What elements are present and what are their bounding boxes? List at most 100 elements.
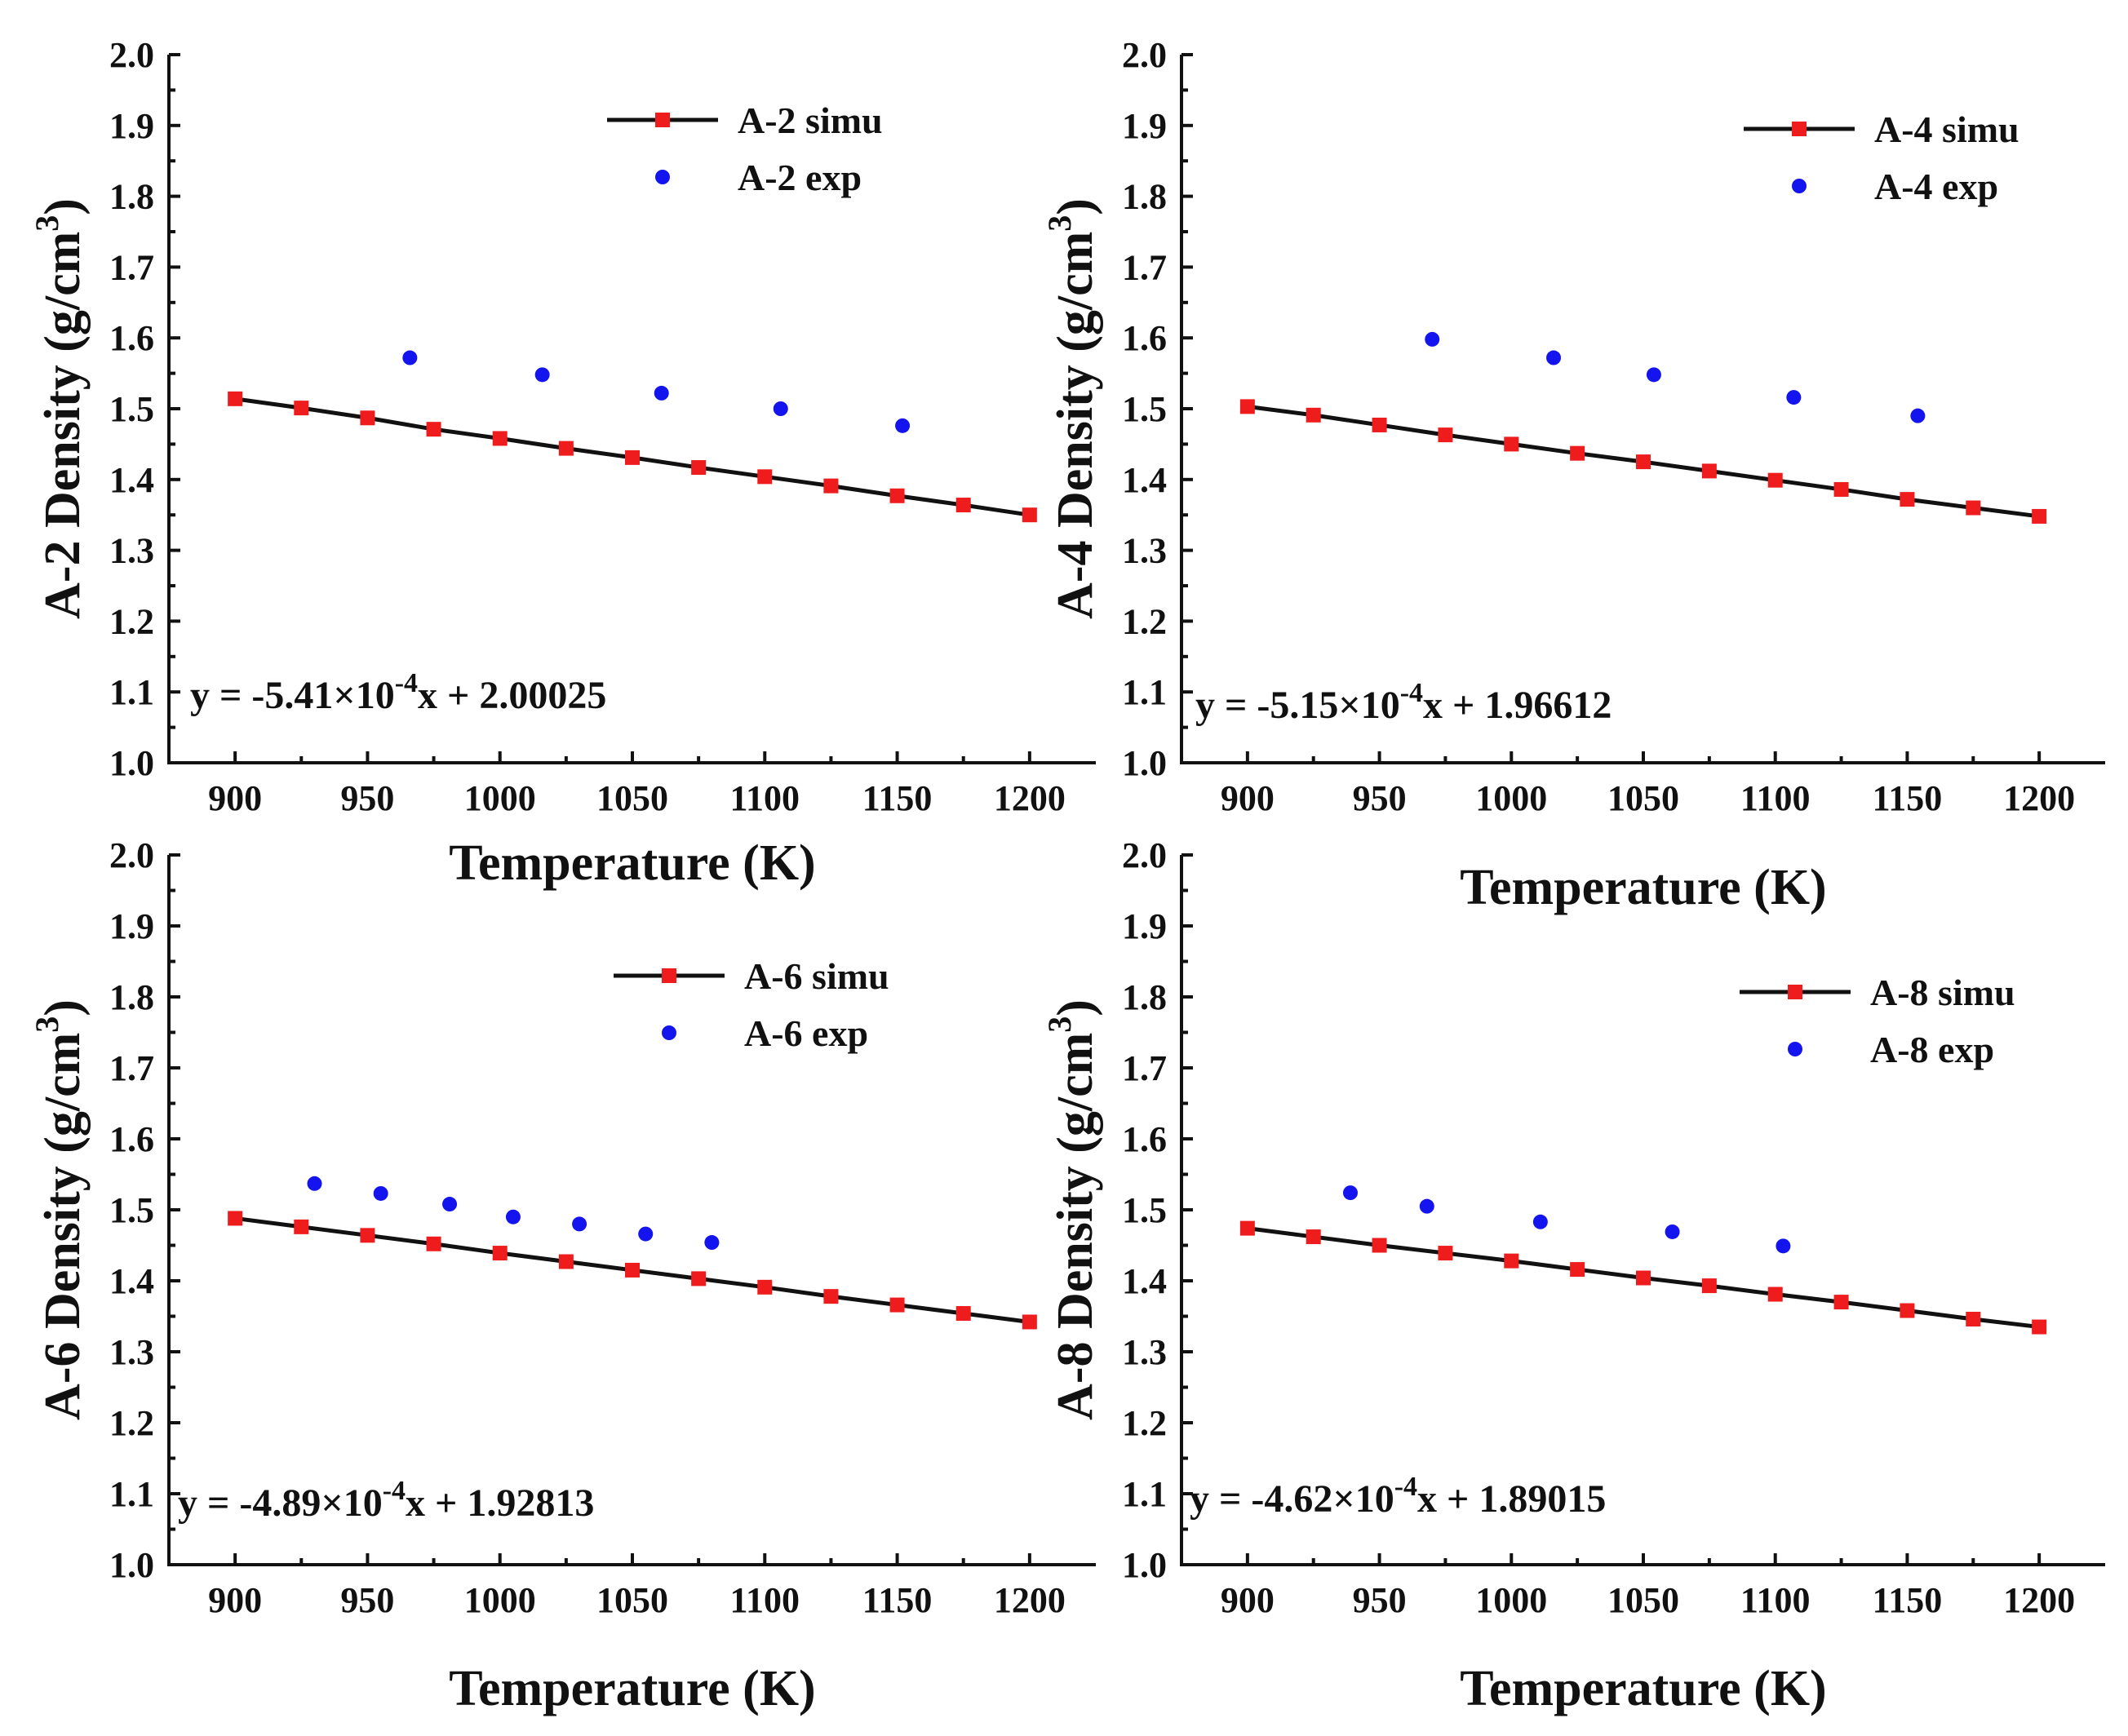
y-axis-title-exponent: 3 [1041,1016,1078,1033]
simu-point [426,422,441,437]
y-axis-title: A-6 Density (g/cm3) [29,999,91,1420]
simu-point [1900,1303,1915,1318]
simu-point [757,469,773,485]
legend-exp-label: A-6 exp [744,1012,868,1054]
exp-point [1665,1224,1680,1239]
exp-point [534,367,550,383]
simu-point [426,1236,441,1251]
exp-point [442,1197,458,1212]
y-axis-title-close: ) [35,198,91,215]
simu-point [1833,481,1849,497]
legend-exp-marker [1792,179,1807,193]
simu-point [955,1306,971,1322]
simu-point [1306,1229,1321,1245]
y-tick-label: 1.3 [109,531,154,571]
fit-equation-main: y = -5.41×10 [190,674,395,717]
simu-point [1636,454,1651,470]
simu-point [691,1271,707,1286]
y-tick-label: 1.7 [109,1048,154,1088]
simu-point [1372,417,1387,432]
x-tick-label: 1200 [994,1580,1066,1620]
legend-exp-label: A-8 exp [1870,1029,1994,1070]
simu-point [823,478,839,494]
exp-point [773,401,788,416]
y-tick-label: 1.0 [1122,743,1167,783]
x-tick-label: 1100 [729,778,800,818]
exp-point [1776,1238,1791,1254]
simu-point [1701,463,1717,479]
legend-exp-marker [655,170,670,184]
exp-point [1910,408,1926,423]
y-tick-label: 1.2 [1122,1403,1167,1443]
y-axis-title: A-4 Density (g/cm3) [1041,198,1103,619]
legend-exp-label: A-2 exp [738,157,862,198]
simu-point [2032,1319,2047,1335]
legend-simu-marker [655,113,670,127]
x-tick-label: 1100 [1740,778,1811,818]
x-tick-label: 1200 [2003,778,2075,818]
simu-point [492,1246,508,1261]
exp-point [1646,367,1661,383]
y-tick-label: 1.1 [109,1474,154,1514]
x-axis-title: Temperature (K) [449,1661,815,1716]
fit-equation-rest: x + 2.00025 [418,674,606,717]
legend-simu-label: A-2 simu [738,100,883,141]
legend-simu-label: A-4 simu [1874,108,2019,150]
y-tick-label: 1.3 [109,1332,154,1372]
y-tick-label: 1.8 [1122,177,1167,217]
fit-equation-exponent: -4 [1394,1472,1417,1502]
simu-point [757,1279,773,1295]
x-tick-label: 900 [1221,778,1275,818]
x-tick-label: 1000 [1475,778,1547,818]
y-tick-label: 1.6 [109,1119,154,1159]
y-tick-label: 1.9 [109,906,154,946]
legend-exp-label: A-4 exp [1874,166,1998,207]
y-tick-label: 1.2 [1122,601,1167,641]
x-tick-label: 1100 [1740,1580,1811,1620]
simu-point [228,1211,243,1226]
y-axis-title: A-8 Density (g/cm3) [1041,999,1103,1420]
x-tick-label: 1000 [1475,1580,1547,1620]
legend-simu-label: A-6 simu [744,955,889,997]
y-tick-label: 1.5 [109,1190,154,1230]
simu-point [625,450,640,465]
exp-point [895,418,911,433]
y-tick-label: 1.6 [1122,318,1167,358]
y-tick-label: 1.0 [109,1545,154,1585]
fit-equation-main: y = -5.15×10 [1195,684,1400,727]
x-tick-label: 900 [208,1580,262,1620]
fit-equation: y = -4.62×10-4x + 1.89015 [1190,1472,1606,1521]
simu-point [625,1262,640,1278]
exp-point [1425,331,1440,347]
simu-point [294,1219,309,1234]
fit-equation: y = -5.41×10-4x + 2.00025 [190,668,606,717]
simu-point [1438,1246,1453,1261]
axes-frame [1180,855,2105,1566]
y-tick-label: 1.4 [109,1261,154,1301]
x-tick-label: 1100 [729,1580,800,1620]
y-tick-label: 1.6 [109,318,154,358]
y-tick-label: 1.4 [109,460,154,500]
y-tick-label: 1.5 [1122,389,1167,429]
simu-point [1767,472,1783,488]
y-tick-label: 1.1 [1122,672,1167,712]
y-axis-title-main: A-2 Density (g/cm [35,232,91,619]
simu-point [955,498,971,513]
simu-point [1636,1270,1651,1286]
exp-point [1419,1198,1434,1214]
y-tick-label: 1.5 [109,389,154,429]
simu-point [228,391,243,406]
legend-simu-marker [662,968,676,983]
exp-point [307,1176,322,1191]
legend: A-4 simu A-4 exp [1744,108,2019,207]
simu-point [1372,1238,1387,1253]
x-tick-label: 1150 [862,778,933,818]
simu-point [1570,1262,1585,1278]
y-tick-label: 1.8 [1122,977,1167,1017]
y-tick-label: 1.7 [1122,247,1167,287]
y-tick-label: 1.8 [109,977,154,1017]
legend: A-2 simu A-2 exp [607,100,883,198]
x-tick-label: 1000 [464,778,536,818]
fit-equation-rest: x + 1.89015 [1417,1477,1606,1521]
y-axis-title-exponent: 3 [29,215,65,232]
